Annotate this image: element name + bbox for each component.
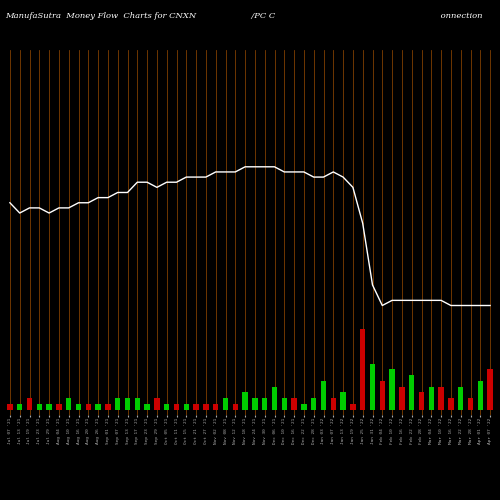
- Bar: [390, 370, 395, 410]
- Bar: [350, 404, 356, 409]
- Bar: [409, 375, 414, 410]
- Bar: [419, 392, 424, 409]
- Bar: [134, 398, 140, 409]
- Bar: [56, 404, 62, 409]
- Bar: [36, 404, 42, 409]
- Bar: [164, 404, 170, 409]
- Bar: [213, 404, 218, 409]
- Bar: [340, 392, 346, 409]
- Bar: [448, 398, 454, 409]
- Bar: [330, 398, 336, 409]
- Bar: [262, 398, 268, 409]
- Bar: [96, 404, 101, 409]
- Bar: [399, 386, 404, 409]
- Bar: [488, 370, 493, 410]
- Bar: [252, 398, 258, 409]
- Bar: [66, 398, 71, 409]
- Bar: [428, 386, 434, 409]
- Bar: [282, 398, 287, 409]
- Bar: [86, 404, 91, 409]
- Bar: [115, 398, 120, 409]
- Bar: [468, 398, 473, 409]
- Bar: [46, 404, 52, 409]
- Bar: [223, 398, 228, 409]
- Bar: [17, 404, 22, 409]
- Bar: [232, 404, 238, 409]
- Bar: [144, 404, 150, 409]
- Bar: [7, 404, 12, 409]
- Bar: [301, 404, 306, 409]
- Bar: [370, 364, 375, 410]
- Bar: [360, 329, 366, 409]
- Bar: [184, 404, 189, 409]
- Bar: [242, 392, 248, 409]
- Bar: [272, 386, 277, 409]
- Bar: [174, 404, 179, 409]
- Bar: [125, 398, 130, 409]
- Bar: [380, 381, 385, 410]
- Bar: [321, 381, 326, 410]
- Bar: [438, 386, 444, 409]
- Bar: [292, 398, 297, 409]
- Bar: [478, 381, 483, 410]
- Bar: [203, 404, 208, 409]
- Bar: [458, 386, 464, 409]
- Bar: [311, 398, 316, 409]
- Bar: [105, 404, 110, 409]
- Bar: [27, 398, 32, 409]
- Bar: [76, 404, 81, 409]
- Bar: [154, 398, 160, 409]
- Text: ManufaSutra  Money Flow  Charts for CNXN                     /PC C              : ManufaSutra Money Flow Charts for CNXN /…: [5, 12, 482, 20]
- Bar: [194, 404, 199, 409]
